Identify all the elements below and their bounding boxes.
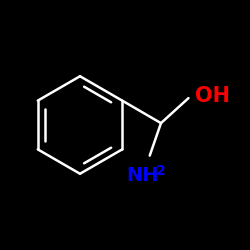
Text: NH: NH (126, 166, 158, 184)
Text: OH: OH (195, 86, 230, 106)
Text: 2: 2 (156, 164, 166, 178)
